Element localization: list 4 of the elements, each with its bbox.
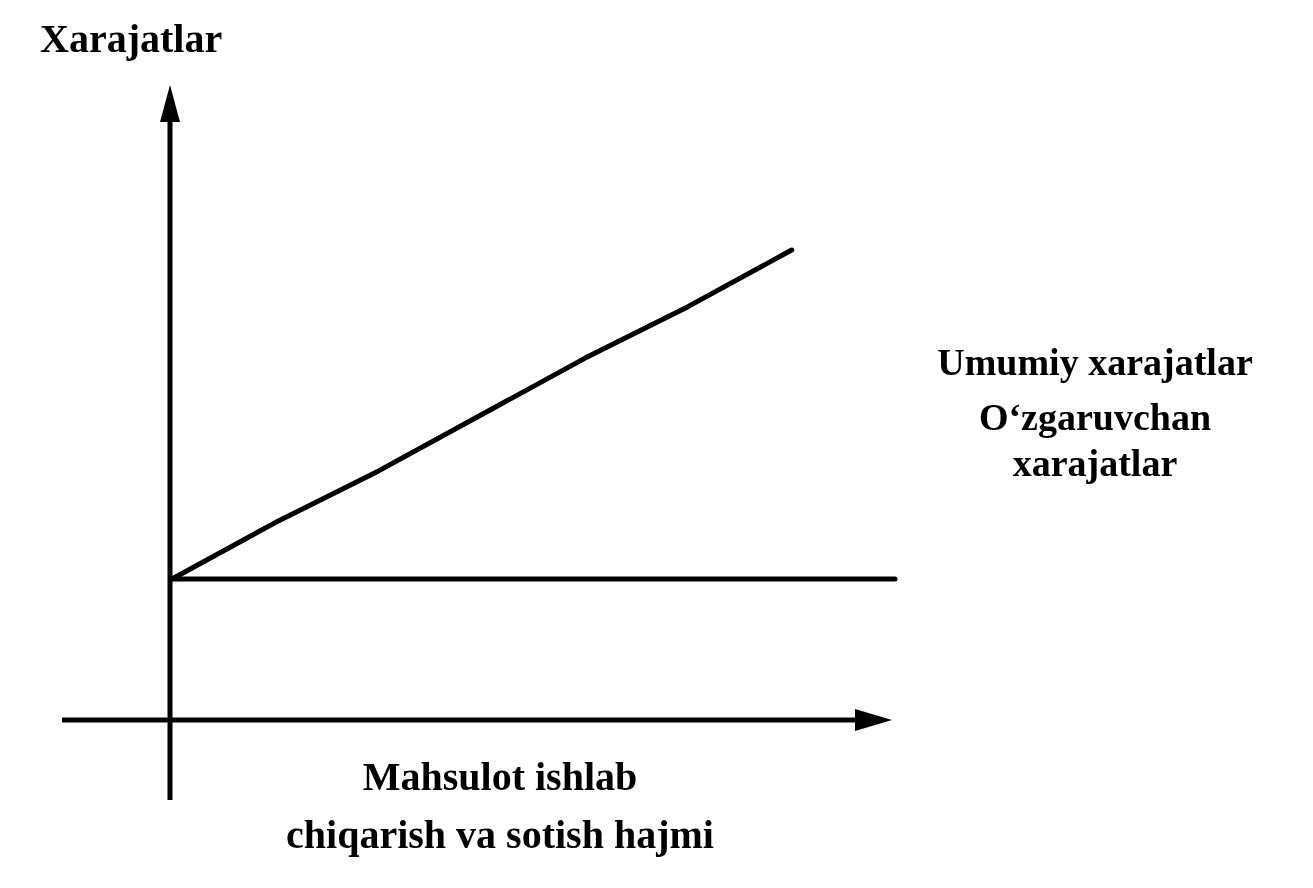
text: Umumiy xarajatlar bbox=[937, 341, 1253, 383]
x-axis-title: Mahsulot ishlab chiqarish va sotish hajmi bbox=[286, 754, 714, 857]
text: O‘zgaruvchan xarajatlar bbox=[978, 396, 1212, 484]
y-axis-title: Xarajatlar bbox=[40, 16, 223, 61]
